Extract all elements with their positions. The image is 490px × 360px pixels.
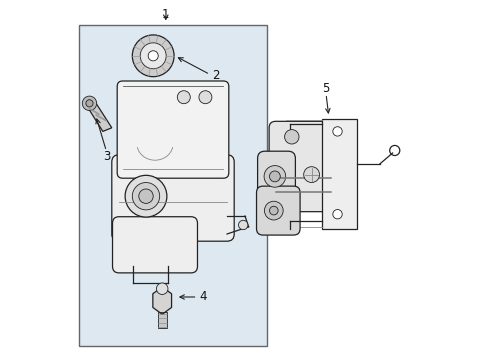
FancyBboxPatch shape [258,151,295,202]
Circle shape [139,189,153,203]
Circle shape [125,175,167,217]
Bar [157,312,167,328]
Bar [79,25,267,346]
Circle shape [156,283,168,294]
Text: 4: 4 [200,291,207,303]
Circle shape [304,167,319,183]
FancyBboxPatch shape [257,186,300,235]
Circle shape [264,166,286,187]
Circle shape [177,91,190,104]
Text: 5: 5 [322,82,330,95]
Circle shape [270,171,280,182]
FancyBboxPatch shape [269,121,338,212]
Text: 3: 3 [103,150,110,163]
Circle shape [285,130,299,144]
FancyBboxPatch shape [117,81,229,178]
FancyBboxPatch shape [113,217,197,273]
Circle shape [265,201,283,220]
Bar [322,119,357,229]
Polygon shape [153,287,172,314]
Polygon shape [85,103,112,131]
Circle shape [140,43,166,69]
Circle shape [82,96,97,111]
Circle shape [270,206,278,215]
Circle shape [148,51,158,61]
Circle shape [132,35,174,77]
Text: 2: 2 [213,69,220,82]
Circle shape [86,100,93,107]
Circle shape [199,91,212,104]
Circle shape [239,220,248,230]
Text: 1: 1 [162,8,170,21]
Circle shape [333,210,342,219]
Circle shape [333,127,342,136]
FancyBboxPatch shape [112,155,234,241]
Circle shape [132,183,160,210]
